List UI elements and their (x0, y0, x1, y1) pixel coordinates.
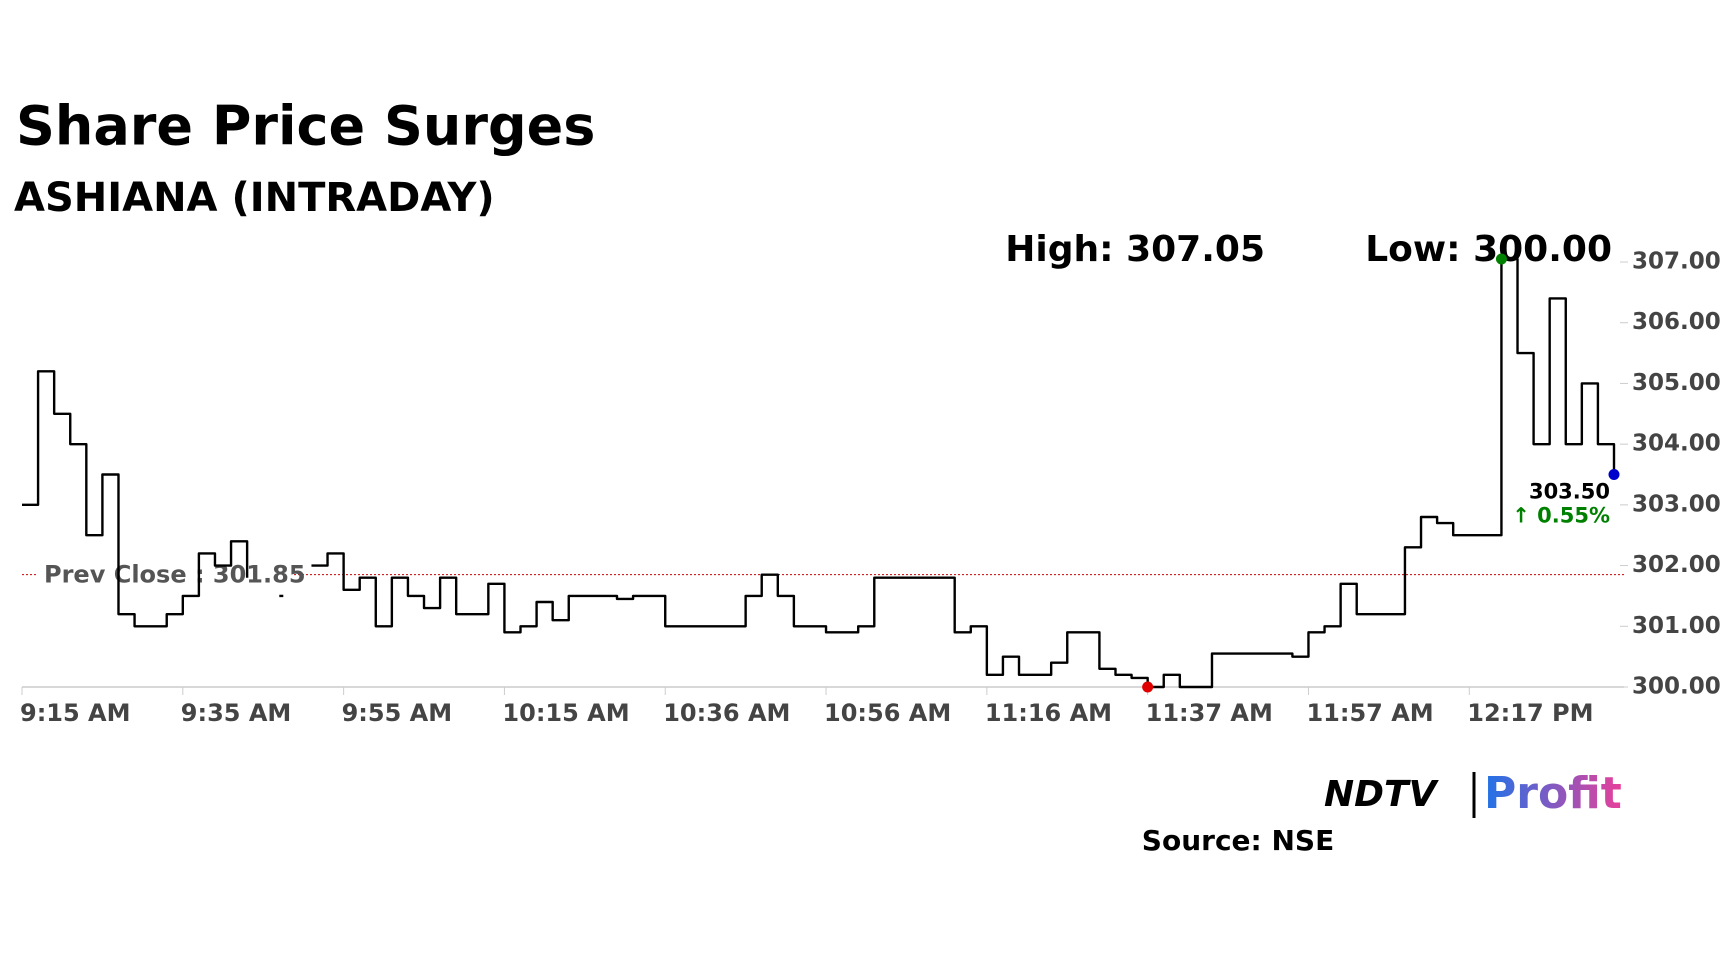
last-price-label: 303.50 (1529, 480, 1610, 504)
brand-sub: Profit (1484, 768, 1622, 819)
x-tick-label: 11:16 AM (985, 699, 1112, 727)
chart-subtitle: ASHIANA (INTRADAY) (14, 175, 495, 221)
y-tick-label: 304.00 (1632, 431, 1721, 457)
chart-title: Share Price Surges (16, 95, 595, 158)
brand-logo: NDTV (1324, 774, 1440, 815)
y-tick-label: 306.00 (1632, 309, 1721, 335)
x-tick-label: 11:57 AM (1306, 699, 1433, 727)
last-marker (1608, 469, 1620, 480)
x-tick-label: 10:56 AM (824, 699, 951, 727)
change-label: ↑ 0.55% (1512, 504, 1610, 528)
high-label: High: 307.05 (1005, 229, 1265, 270)
y-tick-label: 300.00 (1632, 674, 1721, 700)
y-tick-label: 307.00 (1632, 249, 1721, 275)
low-marker (1142, 681, 1154, 693)
price-line (311, 257, 1616, 689)
x-tick-label: 12:17 PM (1467, 699, 1593, 727)
x-tick-label: 10:36 AM (663, 699, 790, 727)
x-tick-label: 9:35 AM (181, 699, 292, 727)
x-tick-label: 10:15 AM (502, 699, 629, 727)
source: Source: NSE (1142, 824, 1334, 857)
price-line (22, 370, 249, 628)
x-tick-label: 9:55 AM (342, 699, 453, 727)
prev-close-label: Prev Close : 301.85 (44, 561, 306, 589)
x-tick-label: 9:15 AM (20, 699, 131, 727)
y-tick-label: 301.00 (1632, 613, 1721, 639)
low-label: Low: 300.00 (1365, 229, 1612, 270)
x-tick-label: 11:37 AM (1146, 699, 1273, 727)
prev-close-bg (38, 558, 294, 591)
high-marker (1495, 253, 1507, 265)
y-tick-label: 303.00 (1632, 491, 1721, 517)
y-tick-label: 302.00 (1632, 552, 1721, 578)
plot-area: 300.00 301.00 302.00 303.00 304.00 305.00 306.… (20, 249, 1721, 728)
y-tick-label: 305.00 (1632, 370, 1721, 396)
